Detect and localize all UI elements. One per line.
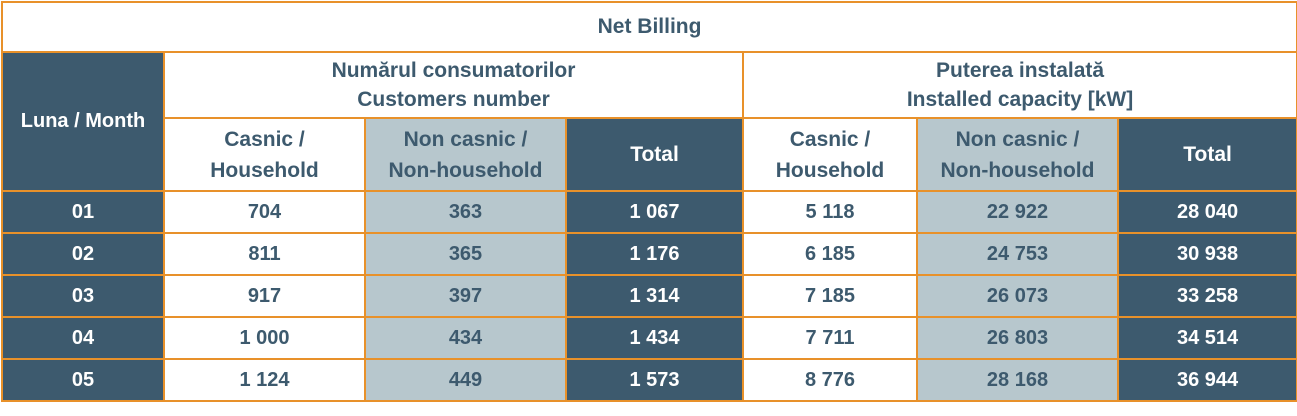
capacity-non-household-cell: 26 803 <box>916 316 1119 360</box>
capacity-total-cell: 33 258 <box>1116 274 1297 318</box>
customers-household-cell: 811 <box>163 232 366 276</box>
capacity-household-cell: 6 185 <box>742 232 918 276</box>
customers-non-household-cell: 449 <box>364 358 567 402</box>
capacity-non-household-cell: 24 753 <box>916 232 1119 276</box>
customers-non-household-cell: 363 <box>364 190 567 234</box>
customers-household-cell: 1 124 <box>163 358 366 402</box>
capacity-group-header: Puterea instalată Installed capacity [kW… <box>741 51 1297 119</box>
non-household-en: Non-household <box>388 158 543 182</box>
month-cell: 02 <box>1 232 165 276</box>
household-en: Household <box>775 158 885 182</box>
capacity-household-cell: 5 118 <box>742 190 918 234</box>
household-ro: Casnic / <box>224 127 305 151</box>
month-cell: 03 <box>1 274 165 318</box>
month-cell: 04 <box>1 316 165 360</box>
table-row: 02 811 365 1 176 6 185 24 753 30 938 <box>1 232 1297 276</box>
customers-household-cell: 917 <box>163 274 366 318</box>
household-ro: Casnic / <box>789 127 871 151</box>
customers-non-household-cell: 397 <box>364 274 567 318</box>
customers-household-header: Casnic / Household <box>163 117 366 192</box>
capacity-non-household-cell: 26 073 <box>916 274 1119 318</box>
capacity-total-cell: 28 040 <box>1116 190 1297 234</box>
table-title: Net Billing <box>0 1 1297 53</box>
capacity-non-household-cell: 28 168 <box>916 358 1119 402</box>
customers-total-cell: 1 314 <box>565 274 744 318</box>
non-household-ro: Non casnic / <box>403 127 528 151</box>
customers-non-household-cell: 365 <box>364 232 567 276</box>
capacity-total-cell: 30 938 <box>1116 232 1297 276</box>
customers-group-en: Customers number <box>357 88 550 111</box>
customers-group-header: Numărul consumatorilor Customers number <box>163 51 744 119</box>
non-household-ro: Non casnic / <box>955 127 1080 151</box>
capacity-household-cell: 8 776 <box>742 358 918 402</box>
non-household-en: Non-household <box>940 158 1095 182</box>
customers-group-ro: Numărul consumatorilor <box>331 59 576 82</box>
month-cell: 05 <box>1 358 165 402</box>
customers-total-cell: 1 176 <box>565 232 744 276</box>
table-row: 04 1 000 434 1 434 7 711 26 803 34 514 <box>1 316 1297 360</box>
month-cell: 01 <box>1 190 165 234</box>
capacity-household-cell: 7 711 <box>742 316 918 360</box>
net-billing-table: Net Billing Luna / Month Numărul consuma… <box>0 1 1297 402</box>
customers-non-household-header: Non casnic / Non-household <box>364 117 567 192</box>
capacity-household-cell: 7 185 <box>742 274 918 318</box>
customers-non-household-cell: 434 <box>364 316 567 360</box>
customers-total-cell: 1 434 <box>565 316 744 360</box>
month-column-header: Luna / Month <box>1 51 165 192</box>
table-row: 01 704 363 1 067 5 118 22 922 28 040 <box>1 190 1297 234</box>
capacity-non-household-header: Non casnic / Non-household <box>916 117 1119 192</box>
customers-household-cell: 704 <box>163 190 366 234</box>
table-row: 03 917 397 1 314 7 185 26 073 33 258 <box>1 274 1297 318</box>
capacity-household-header: Casnic / Household <box>742 117 918 192</box>
capacity-total-cell: 34 514 <box>1116 316 1297 360</box>
capacity-group-ro: Puterea instalată <box>936 59 1105 82</box>
customers-total-cell: 1 573 <box>565 358 744 402</box>
capacity-group-en: Installed capacity [kW] <box>906 88 1134 111</box>
household-en: Household <box>210 158 319 182</box>
customers-household-cell: 1 000 <box>163 316 366 360</box>
customers-total-cell: 1 067 <box>565 190 744 234</box>
capacity-total-header: Total <box>1116 117 1297 192</box>
capacity-total-cell: 36 944 <box>1116 358 1297 402</box>
capacity-non-household-cell: 22 922 <box>916 190 1119 234</box>
customers-total-header: Total <box>565 117 744 192</box>
table-row: 05 1 124 449 1 573 8 776 28 168 36 944 <box>1 358 1297 402</box>
